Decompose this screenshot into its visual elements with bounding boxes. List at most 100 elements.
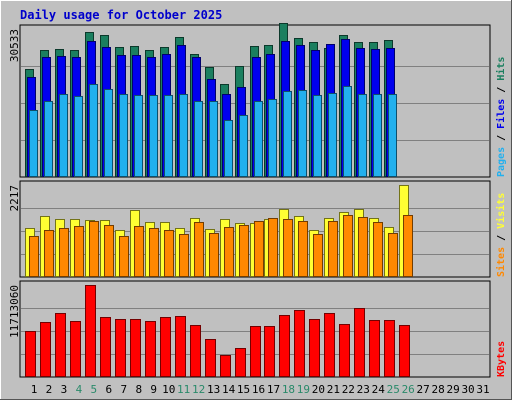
x-tick-label-day-6: 6 bbox=[106, 383, 113, 396]
bar-kbytes-day-13 bbox=[205, 339, 216, 377]
x-tick-label-day-8: 8 bbox=[135, 383, 142, 396]
bar-pages-day-12 bbox=[194, 101, 203, 177]
bar-sites-day-18 bbox=[283, 219, 293, 277]
bar-pages-day-7 bbox=[119, 94, 128, 177]
x-tick-label-day-26: 26 bbox=[402, 383, 415, 396]
bar-sites-day-25 bbox=[388, 233, 398, 277]
bar-sites-day-1 bbox=[29, 236, 39, 277]
series-label-visits: Visits bbox=[495, 193, 507, 229]
bar-pages-day-18 bbox=[283, 91, 292, 177]
bar-kbytes-day-25 bbox=[384, 320, 395, 377]
bar-kbytes-day-17 bbox=[264, 326, 275, 377]
panel-requests-series-label: Pages / Files / Hits bbox=[495, 57, 507, 177]
x-tick-label-day-4: 4 bbox=[76, 383, 83, 396]
panel-kbytes-series-label: KBytes bbox=[496, 341, 507, 377]
bar-sites-day-19 bbox=[298, 221, 308, 277]
x-tick-label-day-22: 22 bbox=[342, 383, 355, 396]
bar-pages-day-11 bbox=[179, 94, 188, 177]
bar-sites-day-15 bbox=[239, 225, 249, 277]
bar-kbytes-day-22 bbox=[339, 324, 350, 377]
bar-kbytes-day-6 bbox=[100, 317, 111, 377]
bar-kbytes-day-11 bbox=[175, 316, 186, 377]
bar-kbytes-day-24 bbox=[369, 320, 380, 377]
series-label-sites: Sites bbox=[495, 247, 507, 277]
bar-kbytes-day-10 bbox=[160, 317, 171, 377]
panel-visitors: 2217 Sites / Visits bbox=[8, 180, 507, 278]
bar-kbytes-day-9 bbox=[145, 321, 156, 377]
x-tick-label-day-31: 31 bbox=[476, 383, 489, 396]
bar-pages-day-15 bbox=[239, 115, 248, 177]
bar-pages-day-5 bbox=[89, 84, 98, 177]
x-tick-label-day-1: 1 bbox=[31, 383, 38, 396]
x-tick-label-day-13: 13 bbox=[207, 383, 220, 396]
bar-pages-day-9 bbox=[149, 95, 158, 177]
series-label-pages: Pages bbox=[496, 147, 507, 177]
bar-pages-day-23 bbox=[358, 94, 367, 177]
x-tick-label-day-25: 25 bbox=[387, 383, 400, 396]
bar-kbytes-day-2 bbox=[40, 322, 51, 377]
bar-sites-day-17 bbox=[268, 218, 278, 277]
bar-pages-day-3 bbox=[59, 94, 68, 177]
bar-sites-day-12 bbox=[194, 222, 204, 277]
bar-pages-day-19 bbox=[298, 90, 307, 177]
x-tick-label-day-14: 14 bbox=[222, 383, 236, 396]
bar-sites-day-8 bbox=[134, 226, 144, 277]
bar-sites-day-21 bbox=[328, 221, 338, 277]
bar-sites-day-24 bbox=[373, 222, 383, 277]
bar-pages-day-2 bbox=[44, 101, 53, 177]
bar-sites-day-6 bbox=[104, 225, 114, 277]
x-tick-label-day-10: 10 bbox=[162, 383, 175, 396]
bar-sites-day-26 bbox=[403, 215, 413, 277]
bar-kbytes-day-12 bbox=[190, 325, 201, 377]
panel-kbytes-max-label: 11713060 bbox=[8, 285, 21, 338]
bar-pages-day-25 bbox=[388, 94, 397, 177]
series-label-separator: / bbox=[496, 229, 507, 247]
bar-pages-day-24 bbox=[373, 94, 382, 177]
bar-kbytes-day-18 bbox=[279, 315, 290, 377]
bar-kbytes-day-26 bbox=[399, 325, 410, 377]
series-label-hits: Hits bbox=[495, 57, 507, 81]
x-tick-label-day-15: 15 bbox=[237, 383, 250, 396]
series-label-separator: / bbox=[496, 129, 507, 147]
x-tick-label-day-9: 9 bbox=[150, 383, 157, 396]
x-tick-label-day-2: 2 bbox=[46, 383, 53, 396]
bar-pages-day-16 bbox=[254, 101, 263, 177]
bar-kbytes-day-4 bbox=[70, 321, 81, 377]
series-label-separator: / bbox=[496, 81, 507, 99]
bar-kbytes-day-5 bbox=[85, 285, 96, 377]
bar-sites-day-11 bbox=[179, 234, 189, 277]
bar-pages-day-4 bbox=[74, 96, 83, 177]
bar-kbytes-day-23 bbox=[354, 308, 365, 377]
bar-sites-day-3 bbox=[59, 228, 69, 277]
panel-visitors-series-label: Sites / Visits bbox=[495, 193, 507, 277]
bar-sites-day-14 bbox=[224, 227, 234, 277]
bar-sites-day-23 bbox=[358, 217, 368, 277]
panel-requests: 30533 Pages / Files / Hits bbox=[8, 23, 507, 178]
bar-kbytes-day-8 bbox=[130, 319, 141, 377]
x-tick-label-day-18: 18 bbox=[282, 383, 295, 396]
bar-sites-day-2 bbox=[44, 230, 54, 277]
bar-kbytes-day-14 bbox=[220, 355, 231, 377]
bar-pages-day-14 bbox=[224, 120, 233, 177]
bar-sites-day-7 bbox=[119, 236, 129, 277]
x-tick-label-day-7: 7 bbox=[120, 383, 127, 396]
bar-kbytes-day-15 bbox=[235, 348, 246, 377]
bar-sites-day-9 bbox=[149, 228, 159, 277]
bar-sites-day-13 bbox=[209, 233, 219, 277]
x-tick-label-day-30: 30 bbox=[461, 383, 474, 396]
bar-kbytes-day-1 bbox=[25, 331, 36, 377]
bar-pages-day-1 bbox=[29, 110, 38, 177]
x-tick-label-day-19: 19 bbox=[297, 383, 310, 396]
x-tick-label-day-16: 16 bbox=[252, 383, 265, 396]
bar-kbytes-day-3 bbox=[55, 313, 66, 377]
panel-visitors-max-label: 2217 bbox=[8, 185, 21, 212]
bar-kbytes-day-19 bbox=[294, 310, 305, 377]
x-tick-label-day-27: 27 bbox=[417, 383, 430, 396]
x-tick-label-day-5: 5 bbox=[91, 383, 98, 396]
panel-kbytes: 11713060 KBytes bbox=[8, 280, 507, 378]
bar-sites-day-4 bbox=[74, 226, 84, 277]
bar-kbytes-day-7 bbox=[115, 319, 126, 377]
bar-sites-day-22 bbox=[343, 215, 353, 277]
bar-sites-day-20 bbox=[313, 234, 323, 277]
